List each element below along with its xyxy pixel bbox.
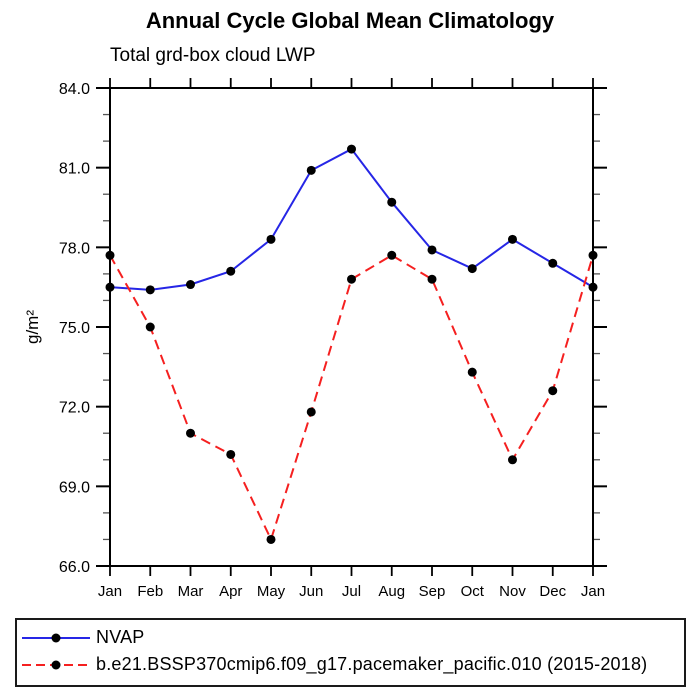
svg-text:Feb: Feb xyxy=(137,583,163,600)
svg-text:69.0: 69.0 xyxy=(59,479,90,496)
svg-text:Jan: Jan xyxy=(581,583,605,600)
legend-item-nvap: NVAP xyxy=(17,624,684,651)
svg-text:Oct: Oct xyxy=(461,583,485,600)
svg-text:81.0: 81.0 xyxy=(59,161,90,178)
svg-text:Mar: Mar xyxy=(178,583,204,600)
svg-text:Dec: Dec xyxy=(539,583,566,600)
svg-text:Jan: Jan xyxy=(98,583,122,600)
svg-text:Apr: Apr xyxy=(219,583,242,600)
svg-text:75.0: 75.0 xyxy=(59,320,90,337)
svg-text:84.0: 84.0 xyxy=(59,81,90,98)
legend-dashed-line-sample xyxy=(22,660,90,669)
svg-text:May: May xyxy=(257,583,286,600)
svg-text:66.0: 66.0 xyxy=(59,559,90,576)
svg-text:Nov: Nov xyxy=(499,583,526,600)
legend-box: NVAP b.e21.BSSP370cmip6.f09_g17.pacemake… xyxy=(15,618,686,687)
chart-title: Annual Cycle Global Mean Climatology xyxy=(145,8,555,33)
svg-text:Jun: Jun xyxy=(299,583,323,600)
svg-text:Sep: Sep xyxy=(419,583,446,600)
chart-subtitle: Total grd-box cloud LWP xyxy=(110,45,316,66)
svg-text:g/m²: g/m² xyxy=(23,310,42,344)
legend-item-model: b.e21.BSSP370cmip6.f09_g17.pacemaker_pac… xyxy=(17,651,684,678)
svg-text:72.0: 72.0 xyxy=(59,400,90,417)
svg-text:Aug: Aug xyxy=(378,583,405,600)
legend-label-model: b.e21.BSSP370cmip6.f09_g17.pacemaker_pac… xyxy=(96,654,648,674)
annual-cycle-line-chart: Jan Feb Mar Apr May Jun Jul Aug Sep Oct Nov Dec Jan 6… xyxy=(23,78,607,600)
svg-text:Jul: Jul xyxy=(342,583,361,600)
legend-solid-line-sample xyxy=(22,633,90,642)
legend-label-nvap: NVAP xyxy=(96,627,145,647)
svg-text:78.0: 78.0 xyxy=(59,240,90,257)
